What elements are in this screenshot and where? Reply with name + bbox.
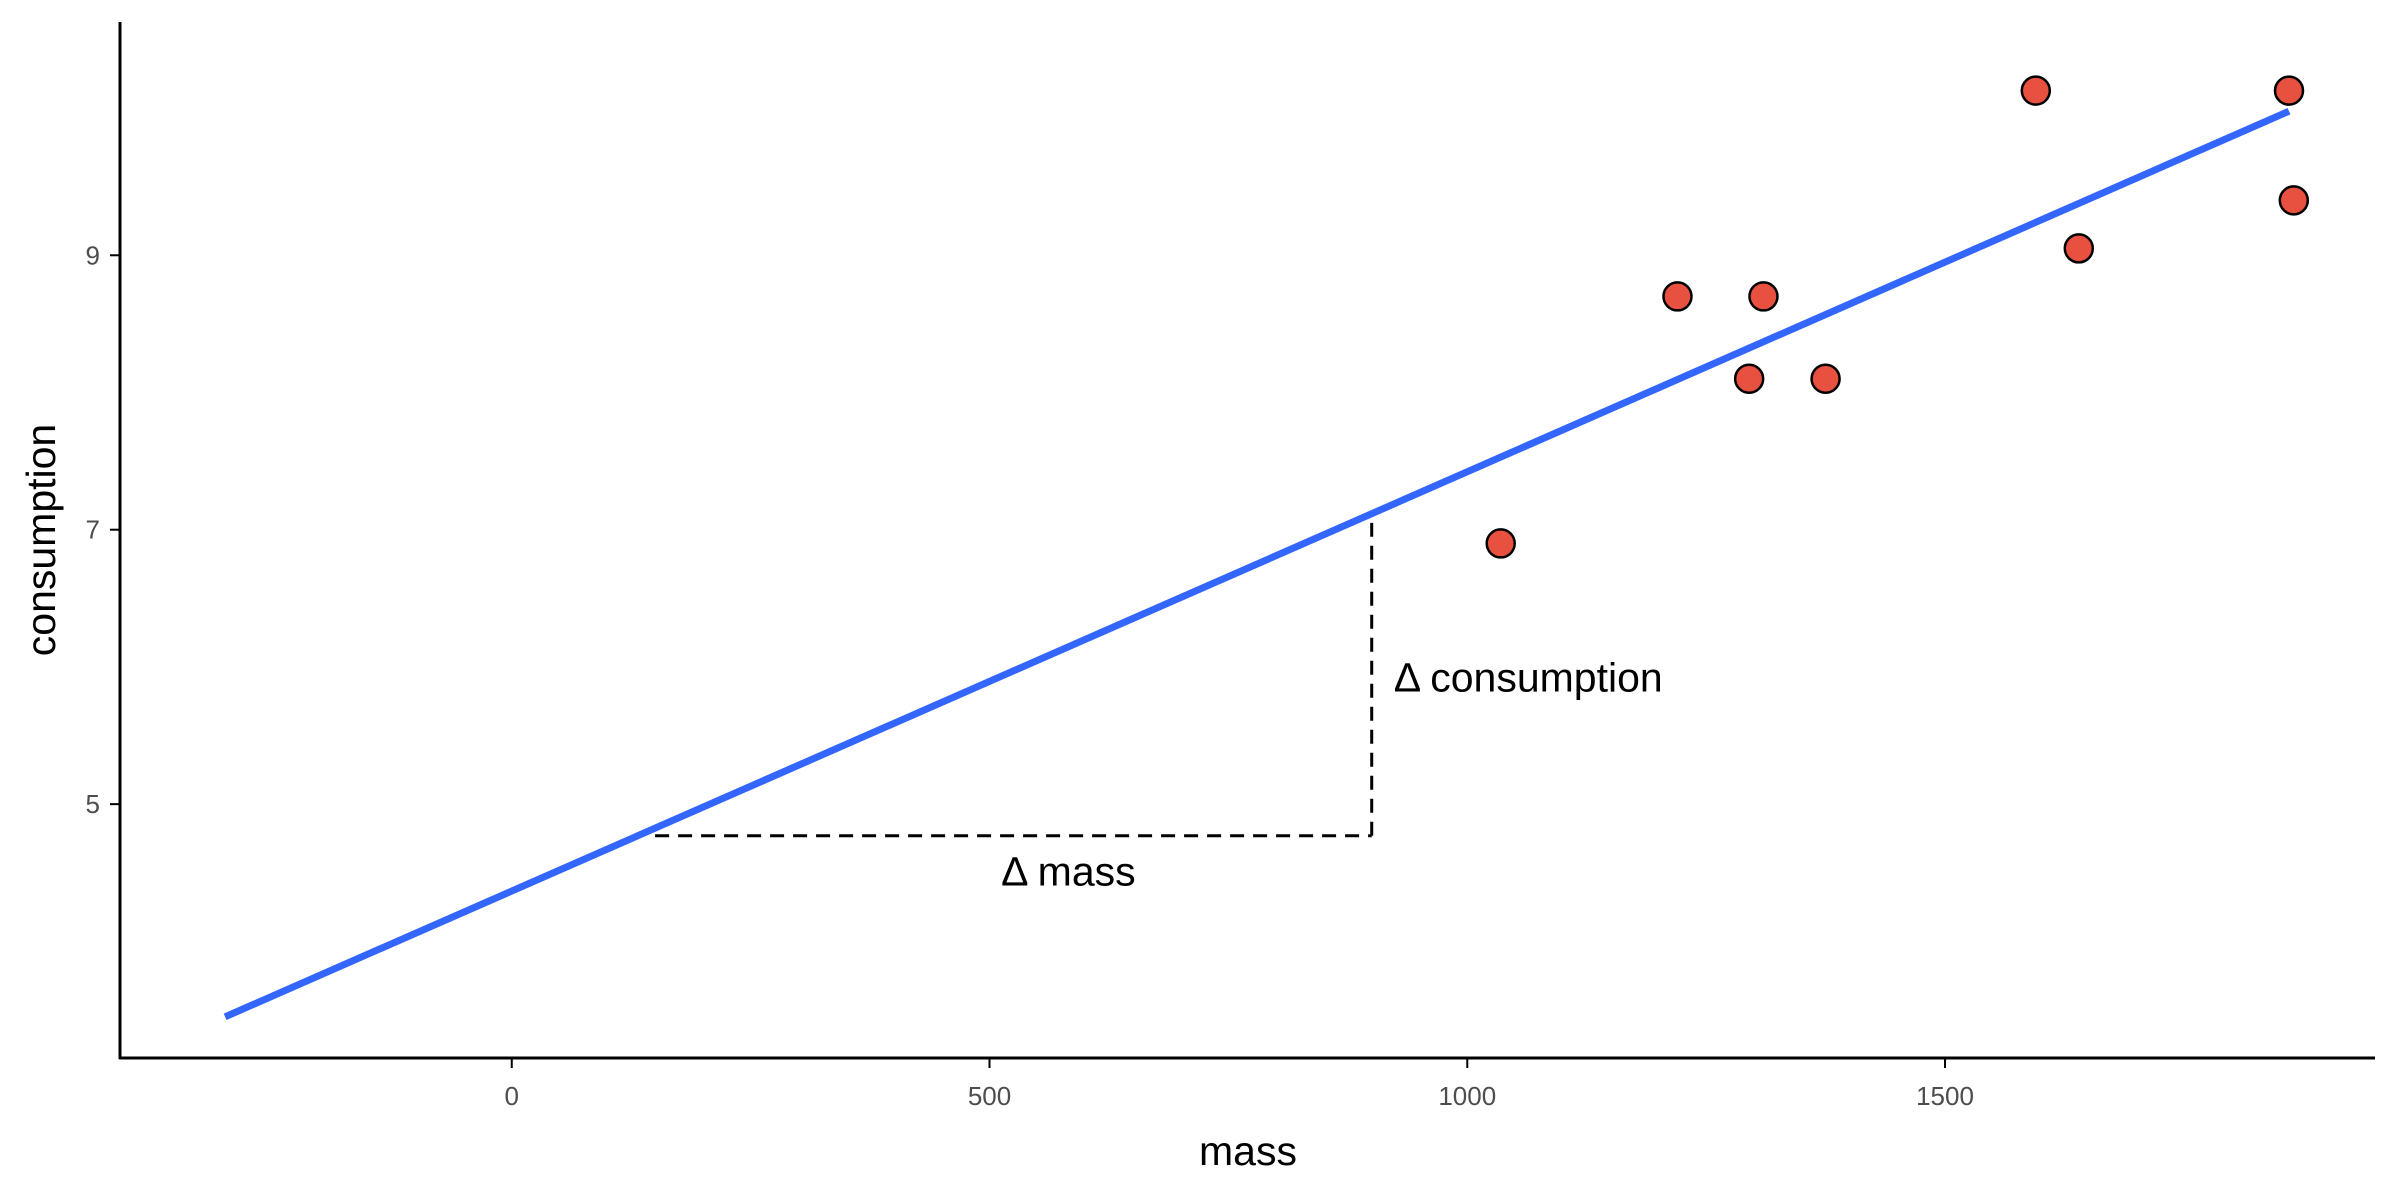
data-point: [2278, 185, 2310, 216]
delta-consumption-label: Δ consumption: [1394, 654, 1663, 700]
y-tick-label: 7: [86, 515, 100, 545]
data-point: [1485, 528, 1516, 559]
data-point: [1662, 281, 1693, 312]
data-point: [1733, 363, 1765, 395]
data-point: [2273, 75, 2305, 106]
y-axis-title: consumption: [18, 424, 64, 656]
x-tick-label: 1000: [1438, 1081, 1496, 1111]
y-tick-label: 5: [86, 789, 100, 819]
y-axis: 5 7 9: [86, 22, 122, 1059]
x-tick-label: 1500: [1916, 1081, 1974, 1111]
y-tick-label: 9: [86, 240, 100, 270]
x-axis-title: mass: [1199, 1128, 1297, 1174]
delta-mass-label: Δ mass: [1001, 849, 1135, 895]
data-point: [1810, 363, 1841, 395]
x-tick-label: 0: [505, 1081, 519, 1111]
x-tick-label: 500: [968, 1081, 1011, 1111]
plot-area: [223, 75, 2310, 1021]
x-axis: 0 500 1000 1500: [119, 1056, 2375, 1111]
regression-line: [223, 107, 2291, 1021]
data-point: [2020, 75, 2052, 106]
data-point: [1748, 281, 1779, 312]
data-point: [2063, 233, 2095, 264]
